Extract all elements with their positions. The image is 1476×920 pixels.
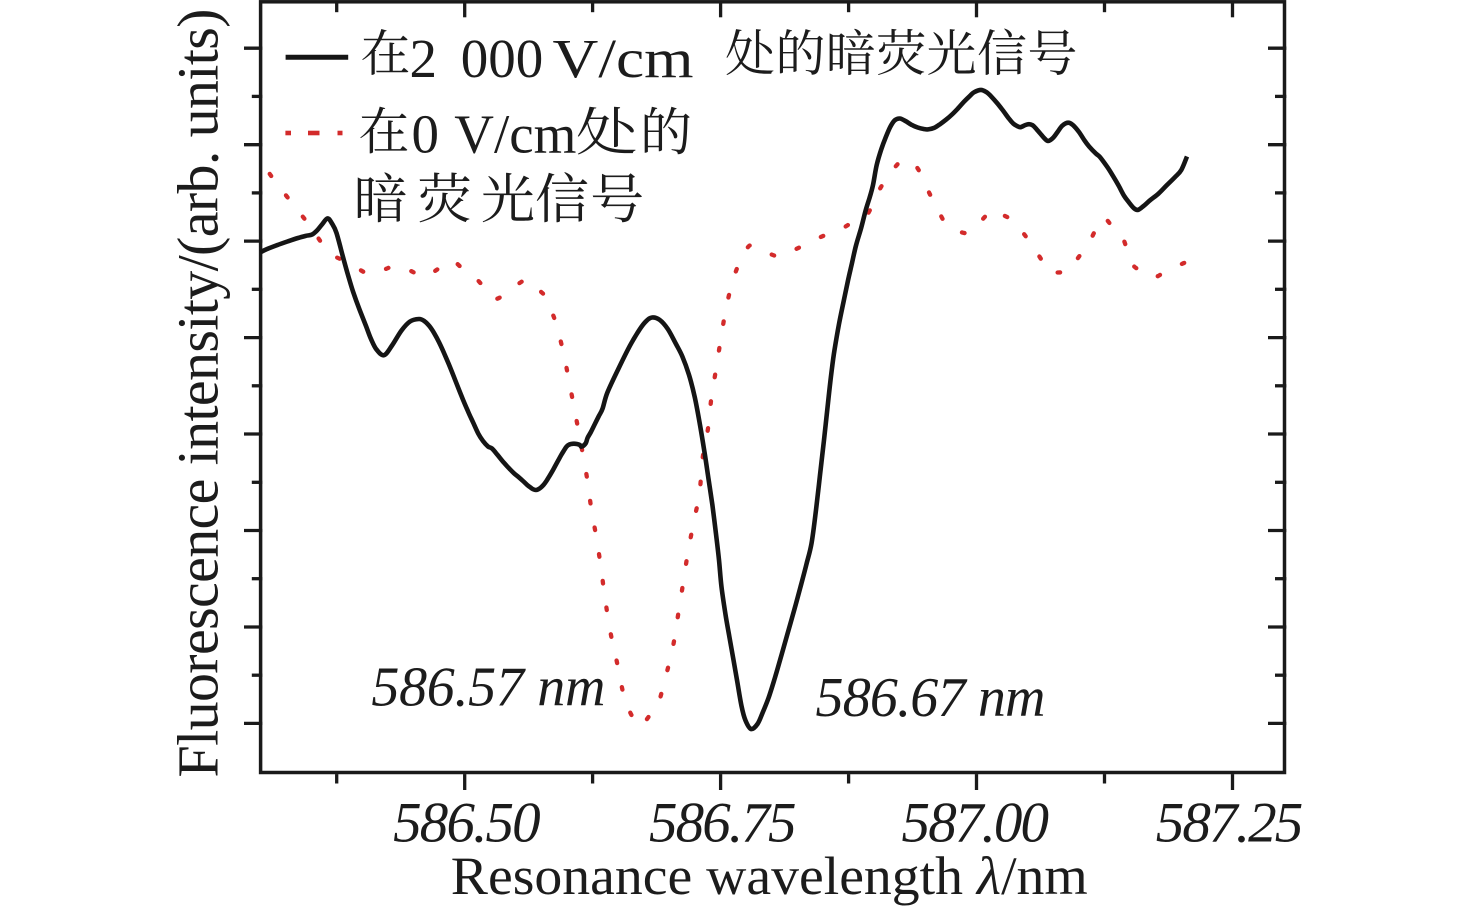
svg-text:586.50: 586.50 — [393, 791, 541, 854]
svg-text:Fluorescence intensity/(arb. u: Fluorescence intensity/(arb. units) — [166, 9, 231, 778]
svg-text:V/cm: V/cm — [553, 28, 694, 89]
svg-text:586.57 nm: 586.57 nm — [371, 657, 605, 719]
svg-text:587.00: 587.00 — [902, 791, 1050, 854]
svg-text:586.67 nm: 586.67 nm — [816, 667, 1046, 729]
svg-text:0 V/cm: 0 V/cm — [412, 104, 577, 165]
svg-text:Resonance wavelength λ/nm: Resonance wavelength λ/nm — [451, 846, 1088, 906]
svg-text:2 000: 2 000 — [410, 28, 544, 89]
svg-text:586.75: 586.75 — [649, 791, 797, 854]
svg-text:587.25: 587.25 — [1156, 791, 1304, 854]
